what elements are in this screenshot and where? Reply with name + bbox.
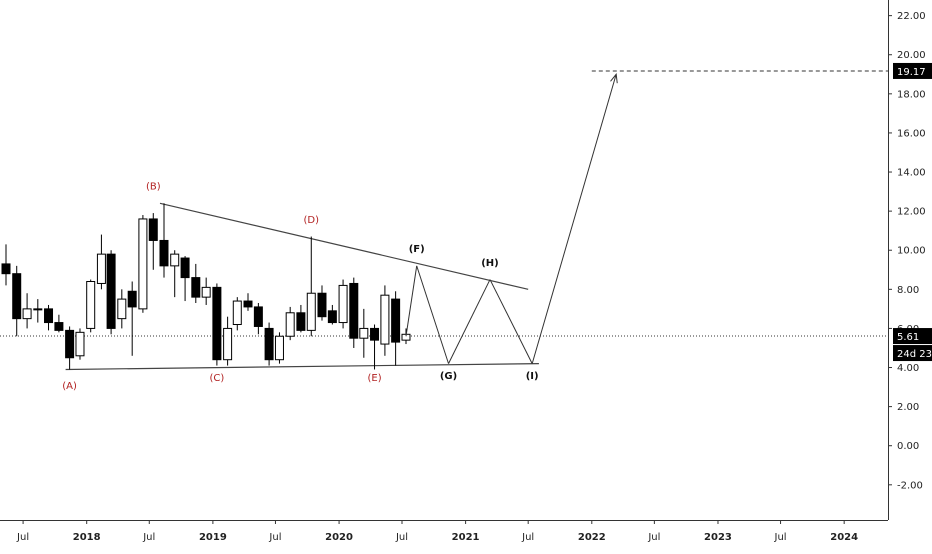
candle-body xyxy=(138,218,148,310)
candle-body xyxy=(274,335,284,361)
wave-label: (E) xyxy=(367,373,381,384)
wave-label: (D) xyxy=(304,215,320,226)
candle-body xyxy=(370,327,380,341)
y-tick-label: 18.00 xyxy=(897,89,926,100)
y-tick-label: 10.00 xyxy=(897,246,926,257)
target-price-badge-text: 19.17 xyxy=(897,67,926,78)
x-tick-label: 2024 xyxy=(830,532,858,543)
candles xyxy=(1,203,411,370)
candle-body xyxy=(106,253,116,329)
candle-body xyxy=(264,327,274,361)
candle-body xyxy=(1,263,11,275)
projection-path xyxy=(405,73,618,364)
axes: -2.000.002.004.006.008.0010.0012.0014.00… xyxy=(0,0,926,543)
projection-segment xyxy=(405,265,418,337)
candle-body xyxy=(170,253,180,267)
wave-label: (F) xyxy=(409,244,425,255)
countdown-badge-box xyxy=(893,345,932,362)
x-tick-label: 2022 xyxy=(578,532,606,543)
candle-body xyxy=(148,218,158,241)
candle-body xyxy=(86,281,96,329)
candle-body xyxy=(33,308,43,311)
candle-body xyxy=(285,312,295,337)
wave-label: (C) xyxy=(209,373,224,384)
current-price-badge-text: 5.61 xyxy=(897,332,919,343)
candle-body xyxy=(22,308,32,320)
projection-arrowhead xyxy=(610,73,618,84)
x-tick-label: 2023 xyxy=(704,532,732,543)
candle-body xyxy=(253,306,263,327)
candle-body xyxy=(380,294,390,345)
x-tick-label: 2019 xyxy=(199,532,227,543)
y-tick-label: 14.00 xyxy=(897,168,926,179)
candle-body xyxy=(96,253,106,284)
candle-body xyxy=(191,277,201,298)
candle-body xyxy=(127,290,137,308)
wave-label: (I) xyxy=(526,371,539,382)
x-tick-label: Jul xyxy=(647,532,660,543)
candle-body xyxy=(306,292,316,331)
y-tick-label: 4.00 xyxy=(897,363,919,374)
candle-body xyxy=(243,300,253,308)
y-tick-label: 12.00 xyxy=(897,207,926,218)
trendline-lower xyxy=(65,363,539,371)
candle-body xyxy=(65,329,75,359)
projection-segment xyxy=(448,279,491,364)
y-tick-label: 22.00 xyxy=(897,11,926,22)
candle-body xyxy=(180,257,190,279)
x-tick-label: 2021 xyxy=(452,532,480,543)
projection-segment xyxy=(416,265,449,364)
candle-body xyxy=(359,327,369,339)
candle-body xyxy=(159,239,169,267)
current-price-badge-box xyxy=(893,328,932,345)
projection-segment xyxy=(489,279,533,364)
wave-label: (H) xyxy=(481,258,499,269)
candle-body xyxy=(327,310,337,324)
x-tick-label: 2020 xyxy=(325,532,353,543)
countdown-badge-text: 24d 23h xyxy=(897,349,932,360)
candle-body xyxy=(232,300,242,326)
y-tick-label: 8.00 xyxy=(897,285,919,296)
candle-body xyxy=(117,298,127,320)
candle-body xyxy=(223,327,233,361)
candle-body xyxy=(391,298,401,343)
candle-body xyxy=(75,331,85,357)
x-tick-label: Jul xyxy=(774,532,787,543)
y-tick-label: 16.00 xyxy=(897,128,926,139)
y-tick-label: -2.00 xyxy=(897,480,923,491)
y-tick-label: 2.00 xyxy=(897,402,919,413)
x-tick-label: 2018 xyxy=(73,532,101,543)
trendline-upper xyxy=(159,202,529,290)
candle-body xyxy=(12,273,22,320)
candle-body xyxy=(338,284,348,324)
candle-body xyxy=(54,322,64,331)
x-tick-label: Jul xyxy=(16,532,29,543)
candle-body xyxy=(296,312,306,331)
projection-segment xyxy=(531,74,617,364)
x-tick-label: Jul xyxy=(395,532,408,543)
price-badges: 19.17 5.61 24d 23h xyxy=(893,62,932,362)
candle-body xyxy=(44,308,54,324)
candle-body xyxy=(317,292,327,318)
wave-label: (G) xyxy=(440,371,457,382)
x-tick-label: Jul xyxy=(142,532,155,543)
wave-label: (A) xyxy=(62,381,77,392)
target-price-badge-box xyxy=(893,62,932,79)
candle-body xyxy=(201,286,211,298)
wave-label: (B) xyxy=(146,182,161,193)
y-tick-label: 20.00 xyxy=(897,50,926,61)
x-tick-label: Jul xyxy=(521,532,534,543)
candle-body xyxy=(349,282,359,339)
x-tick-label: Jul xyxy=(268,532,281,543)
wave-labels: (A) (B) (C) (D) (E) (F) (G) (H) (I) xyxy=(62,182,538,392)
y-tick-label: 0.00 xyxy=(897,441,919,452)
candle-body xyxy=(212,286,222,361)
trendlines xyxy=(0,202,888,371)
